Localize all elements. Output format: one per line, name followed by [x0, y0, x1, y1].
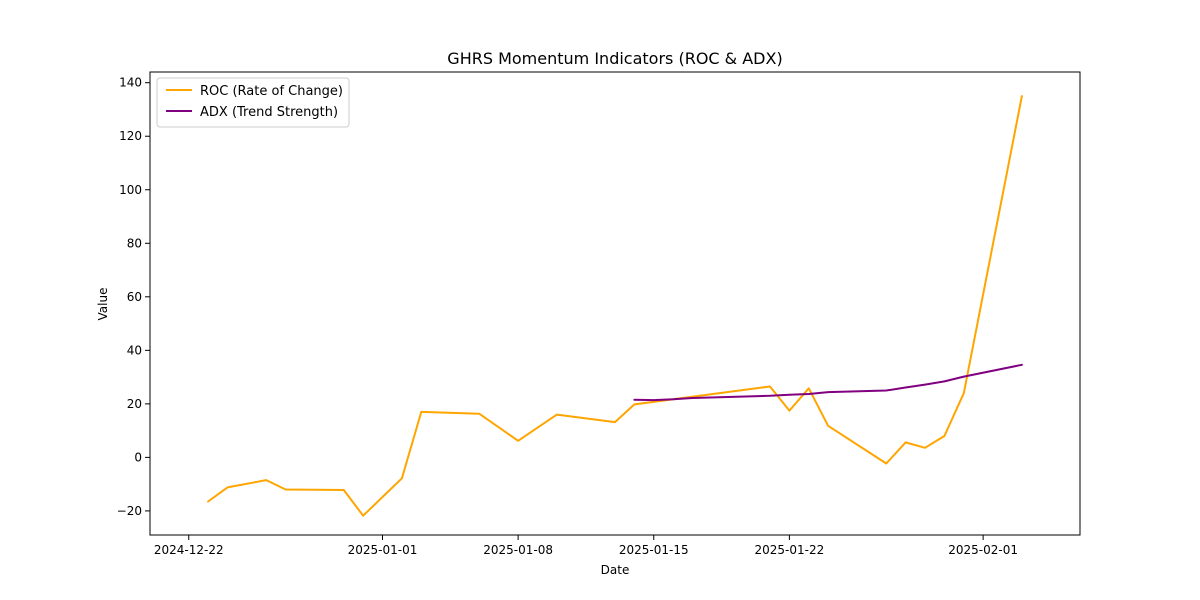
y-axis: −20 0 20 40 60 80 100 120 140: [117, 76, 150, 518]
legend: ROC (Rate of Change) ADX (Trend Strength…: [156, 77, 350, 128]
y-tick-label: 140: [119, 76, 142, 90]
legend-label-roc: ROC (Rate of Change): [200, 84, 343, 99]
y-tick-label: 60: [127, 290, 142, 304]
x-axis: 2024-12-22 2025-01-01 2025-01-08 2025-01-15…: [154, 535, 1018, 557]
y-tick-label: 0: [134, 450, 142, 464]
chart-title: GHRS Momentum Indicators (ROC & ADX): [447, 49, 782, 68]
y-axis-label: Value: [96, 288, 110, 321]
x-axis-label: Date: [601, 563, 630, 577]
y-tick-label: 40: [127, 343, 142, 357]
x-tick-label: 2025-01-22: [755, 543, 825, 557]
x-tick-label: 2025-01-08: [483, 543, 553, 557]
x-tick-label: 2024-12-22: [154, 543, 224, 557]
x-tick-label: 2025-02-01: [948, 543, 1018, 557]
y-tick-label: −20: [117, 504, 142, 518]
axes-frame: [149, 71, 1081, 536]
legend-label-adx: ADX (Trend Strength): [200, 105, 338, 120]
x-tick-label: 2025-01-15: [619, 543, 689, 557]
legend-box: [156, 77, 350, 128]
roc-series-line: [207, 95, 1023, 517]
adx-series-line: [633, 363, 1023, 402]
y-tick-label: 100: [119, 183, 142, 197]
y-tick-label: 20: [127, 397, 142, 411]
y-tick-label: 80: [127, 236, 142, 250]
plot-area: [207, 95, 1023, 517]
x-tick-label: 2025-01-01: [348, 543, 418, 557]
y-tick-label: 120: [119, 129, 142, 143]
